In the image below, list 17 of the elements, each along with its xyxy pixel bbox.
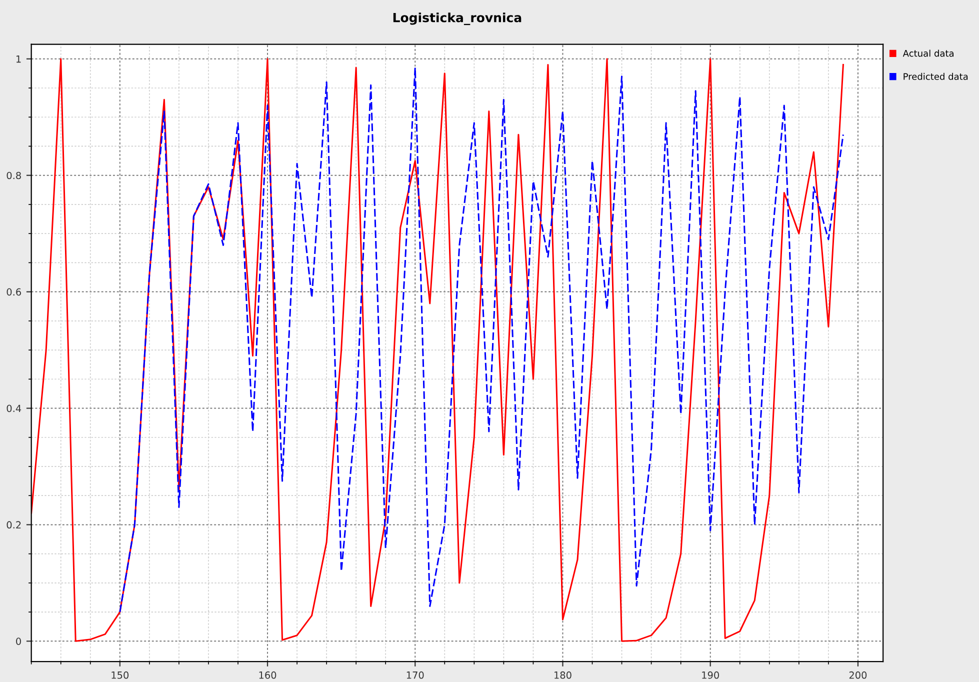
y-tick-label: 1 [16,55,21,63]
chart-title: Logisticka_rovnica [393,12,522,26]
legend-label: Predicted data [904,72,968,80]
x-tick-label: 200 [849,671,867,679]
y-tick-label: 0.4 [6,404,22,412]
x-tick-label: 150 [112,671,129,679]
line-series [119,66,844,613]
y-tick-label: 0.2 [6,521,21,529]
line-series [31,58,844,642]
y-tick-label: 0.6 [6,288,21,296]
y-tick-label: 0 [16,638,21,645]
x-tick-label: 160 [259,671,276,679]
x-tick-label: 170 [406,671,424,679]
x-tick-label: 180 [554,671,572,679]
y-tick-label: 0.8 [6,172,21,180]
legend-label: Actual data [902,50,954,57]
x-tick-label: 190 [702,671,719,679]
